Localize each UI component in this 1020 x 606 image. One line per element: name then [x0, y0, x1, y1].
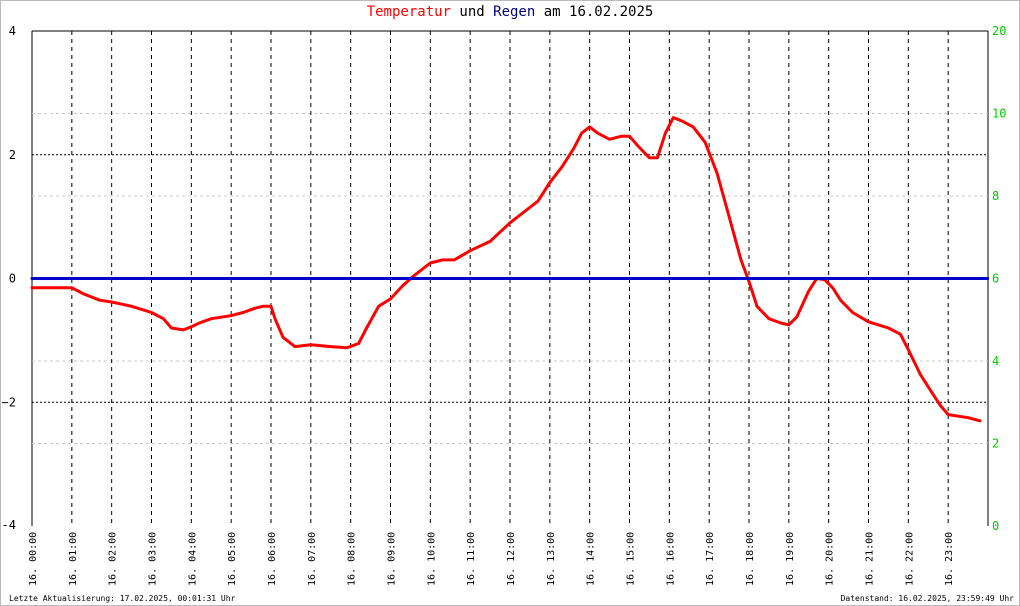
- x-tick-label: 16. 17:00: [705, 532, 716, 586]
- x-tick-label: 16. 01:00: [68, 532, 79, 586]
- x-tick-label: 16. 18:00: [745, 532, 756, 586]
- x-tick-label: 16. 10:00: [426, 532, 437, 586]
- x-tick-label: 16. 02:00: [108, 532, 119, 586]
- right-tick-label: 6: [992, 272, 999, 286]
- x-tick-label: 16. 05:00: [227, 532, 238, 586]
- left-tick-label: 0: [9, 272, 16, 286]
- x-tick-label: 16. 21:00: [865, 532, 876, 586]
- x-tick-label: 16. 08:00: [347, 532, 358, 586]
- footer-data-status: Datenstand: 16.02.2025, 23:59:49 Uhr: [840, 594, 1014, 603]
- x-tick-label: 16. 15:00: [626, 532, 637, 586]
- x-tick-label: 16. 06:00: [267, 532, 278, 586]
- right-tick-label: 4: [992, 354, 999, 368]
- title-date: am 16.02.2025: [535, 4, 654, 20]
- right-tick-label: 10: [992, 107, 1006, 121]
- x-tick-label: 16. 04:00: [187, 532, 198, 586]
- right-tick-label: 2: [992, 437, 999, 451]
- x-tick-label: 16. 07:00: [307, 532, 318, 586]
- left-tick-label: 4: [9, 24, 16, 38]
- x-tick-label: 16. 11:00: [466, 532, 477, 586]
- right-tick-label: 20: [992, 24, 1006, 38]
- x-tick-label: 16. 14:00: [586, 532, 597, 586]
- x-tick-label: 16. 22:00: [904, 532, 915, 586]
- title-temperatur: Temperatur: [366, 4, 451, 20]
- footer-last-update: Letzte Aktualisierung: 17.02.2025, 00:01…: [9, 594, 236, 603]
- x-tick-label: 16. 19:00: [785, 532, 796, 586]
- chart-title: Temperatur und Regen am 16.02.2025: [0, 4, 1020, 20]
- title-regen: Regen: [493, 4, 536, 20]
- x-tick-label: 16. 00:00: [28, 532, 39, 586]
- x-tick-label: 16. 23:00: [944, 532, 955, 586]
- x-tick-label: 16. 12:00: [506, 532, 517, 586]
- x-tick-label: 16. 03:00: [148, 532, 159, 586]
- left-tick-label: −2: [2, 395, 16, 409]
- x-tick-label: 16. 20:00: [825, 532, 836, 586]
- left-tick-label: -4: [2, 518, 16, 532]
- title-und: und: [450, 4, 494, 20]
- right-tick-label: 8: [992, 189, 999, 203]
- series-line-temperatur: [30, 116, 982, 423]
- x-tick-label: 16. 16:00: [665, 532, 676, 586]
- left-tick-label: 2: [9, 148, 16, 162]
- x-tick-label: 16. 09:00: [387, 532, 398, 586]
- x-tick-label: 16. 13:00: [546, 532, 557, 586]
- right-tick-label: 0: [992, 519, 999, 533]
